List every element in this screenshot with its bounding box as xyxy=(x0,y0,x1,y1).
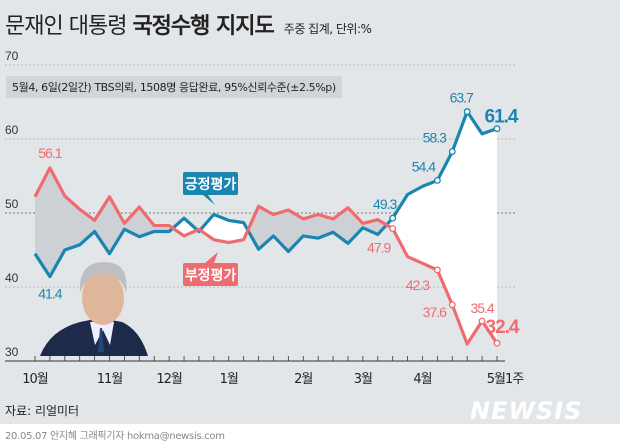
gap-fill xyxy=(124,207,140,237)
data-label: 35.4 xyxy=(470,300,494,316)
x-tick-label: 4월 xyxy=(413,372,431,387)
legend-label: 부정평가 xyxy=(185,267,237,284)
x-tick-label: 11월 xyxy=(97,372,123,387)
tie-shape xyxy=(98,328,104,352)
marker-point xyxy=(478,317,486,325)
x-tick-label: 12월 xyxy=(156,372,182,387)
gap-fill xyxy=(347,207,363,244)
gap-fill xyxy=(303,214,319,239)
x-tick-label: 1월 xyxy=(220,372,238,387)
survey-note: 5월4, 6일(2일간) TBS의뢰, 1508명 응답완료, 95%신뢰수준(… xyxy=(6,76,342,98)
title-part2: 국정수행 지지도 xyxy=(132,14,274,39)
gap-fill xyxy=(139,207,155,237)
marker-point xyxy=(463,108,471,116)
series-line-positive xyxy=(33,110,498,279)
gap-fill xyxy=(392,194,408,257)
gap-fill xyxy=(247,206,259,250)
gap-fill xyxy=(228,220,244,243)
series-line-negative xyxy=(33,166,499,346)
gap-fill xyxy=(288,210,304,252)
gap-fill xyxy=(35,167,50,277)
marker-point xyxy=(448,148,456,156)
gap-fill xyxy=(273,210,289,252)
gap-fill xyxy=(64,195,80,250)
legend-box-positive xyxy=(183,172,238,195)
y-tick-label: 30 xyxy=(5,345,19,359)
callout-tail xyxy=(205,252,218,263)
gap-fill xyxy=(437,151,453,305)
source-label: 자료: 리얼미터 xyxy=(5,404,80,418)
gap-fill xyxy=(213,214,229,243)
callout-tail xyxy=(203,195,215,205)
y-tick-label: 60 xyxy=(5,123,19,137)
y-tick-label: 50 xyxy=(5,197,19,211)
marker-point xyxy=(493,125,501,133)
marker-point xyxy=(389,225,397,232)
data-label: 61.4 xyxy=(485,107,519,128)
gap-fill xyxy=(94,196,110,254)
gap-fill xyxy=(49,167,65,277)
x-tick-label: 10월 xyxy=(22,372,48,387)
face-shape xyxy=(82,271,124,325)
marker-point xyxy=(493,339,501,347)
marker-point xyxy=(433,266,441,274)
gap-fill xyxy=(109,196,125,254)
marker-point xyxy=(389,214,397,222)
marker-point xyxy=(433,176,441,184)
data-label: 49.3 xyxy=(373,196,397,212)
data-label: 41.4 xyxy=(38,286,62,302)
credit-bar xyxy=(0,424,620,444)
data-label: 58.3 xyxy=(423,130,447,146)
x-tick-label: 5월1주 xyxy=(487,372,525,387)
newsis-logo: NEWSIS xyxy=(470,397,583,425)
title-part1: 문재인 대통령 xyxy=(5,14,127,39)
gap-fill xyxy=(467,111,483,344)
chart-subtitle: 주중 집계, 단위:% xyxy=(283,22,372,36)
x-tick-label: 3월 xyxy=(354,372,372,387)
legend-box-negative xyxy=(183,263,238,286)
data-label: 63.7 xyxy=(450,90,474,106)
y-tick-label: 70 xyxy=(5,49,19,63)
data-label: 37.6 xyxy=(423,304,447,320)
data-label: 56.1 xyxy=(38,145,62,161)
data-label: 32.4 xyxy=(486,317,520,338)
marker-point xyxy=(448,301,456,309)
credit-text: 20.05.07 안지혜 그래픽기자 hokma@newsis.com xyxy=(5,431,225,442)
y-tick-label: 40 xyxy=(5,271,19,285)
data-label: 42.3 xyxy=(406,277,430,293)
gap-fill xyxy=(482,128,497,344)
chart-title: 문재인 대통령 국정수행 지지도 주중 집계, 단위:% xyxy=(5,8,372,40)
gap-fill xyxy=(407,186,423,264)
x-tick-label: 2월 xyxy=(294,372,312,387)
shirt-shape xyxy=(90,322,114,345)
data-label: 47.9 xyxy=(367,240,391,256)
data-label: 54.4 xyxy=(412,158,436,174)
president-photo xyxy=(40,262,148,356)
legend-label: 긍정평가 xyxy=(185,176,237,193)
hair-shape xyxy=(79,262,127,293)
gap-fill xyxy=(422,180,438,270)
gap-fill xyxy=(452,111,468,344)
